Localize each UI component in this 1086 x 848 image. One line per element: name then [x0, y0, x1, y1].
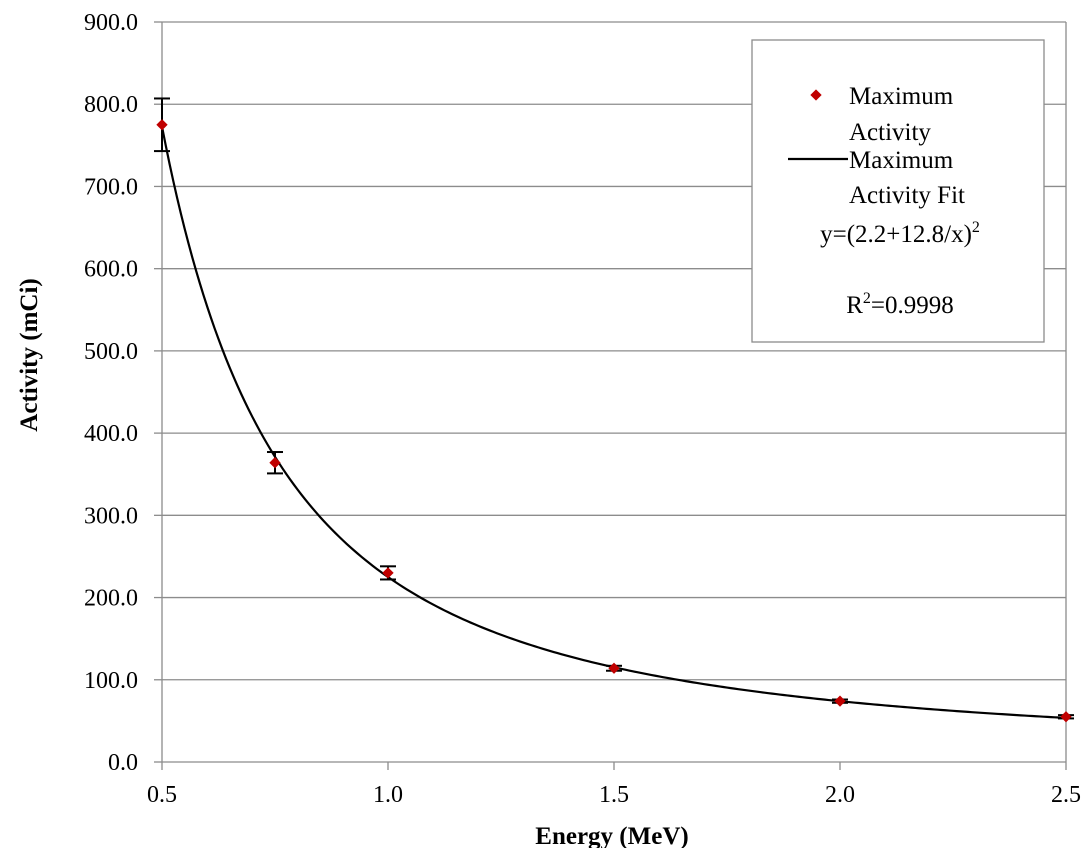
x-tick-label: 2.0	[825, 782, 855, 808]
y-axis-title: Activity (mCi)	[16, 278, 43, 431]
x-axis-title: Energy (MeV)	[535, 823, 688, 848]
legend-label-maximum-activity-line2: Activity	[849, 119, 931, 146]
r-squared: R2=0.9998	[846, 290, 954, 319]
gridlines	[162, 21, 1066, 681]
axes	[154, 21, 1067, 770]
data-point	[1060, 711, 1072, 723]
tick-labels: 0.0 100.0 200.0 300.0 400.0 500.0 600.0 700.0 80…	[84, 10, 1081, 808]
y-tick-label: 300.0	[84, 503, 138, 529]
y-tick-label: 400.0	[84, 421, 138, 447]
y-tick-label: 0.0	[108, 750, 138, 776]
legend: Maximum Activity Maximum Activity Fit y=…	[751, 39, 1045, 343]
y-tick-label: 100.0	[84, 668, 138, 694]
legend-label-fit-line2: Activity Fit	[849, 182, 965, 209]
y-tick-label: 700.0	[84, 174, 138, 200]
data-point	[269, 457, 281, 469]
y-tick-label: 500.0	[84, 339, 138, 365]
x-tick-label: 1.5	[599, 782, 629, 808]
y-tick-label: 600.0	[84, 257, 138, 283]
legend-label-maximum-activity-line1: Maximum	[849, 83, 954, 110]
legend-label-fit-line1: Maximum	[849, 147, 954, 174]
x-tick-label: 1.0	[373, 782, 403, 808]
x-tick-label: 0.5	[147, 782, 177, 808]
y-tick-label: 900.0	[84, 10, 138, 36]
x-tick-label: 2.5	[1051, 782, 1081, 808]
y-tick-label: 200.0	[84, 586, 138, 612]
data-point	[608, 662, 620, 674]
data-point	[834, 695, 846, 707]
data-point	[382, 567, 394, 579]
data-point	[156, 119, 168, 131]
y-tick-label: 800.0	[84, 92, 138, 118]
legend-box	[751, 39, 1045, 343]
fit-equation: y=(2.2+12.8/x)2	[820, 219, 980, 248]
